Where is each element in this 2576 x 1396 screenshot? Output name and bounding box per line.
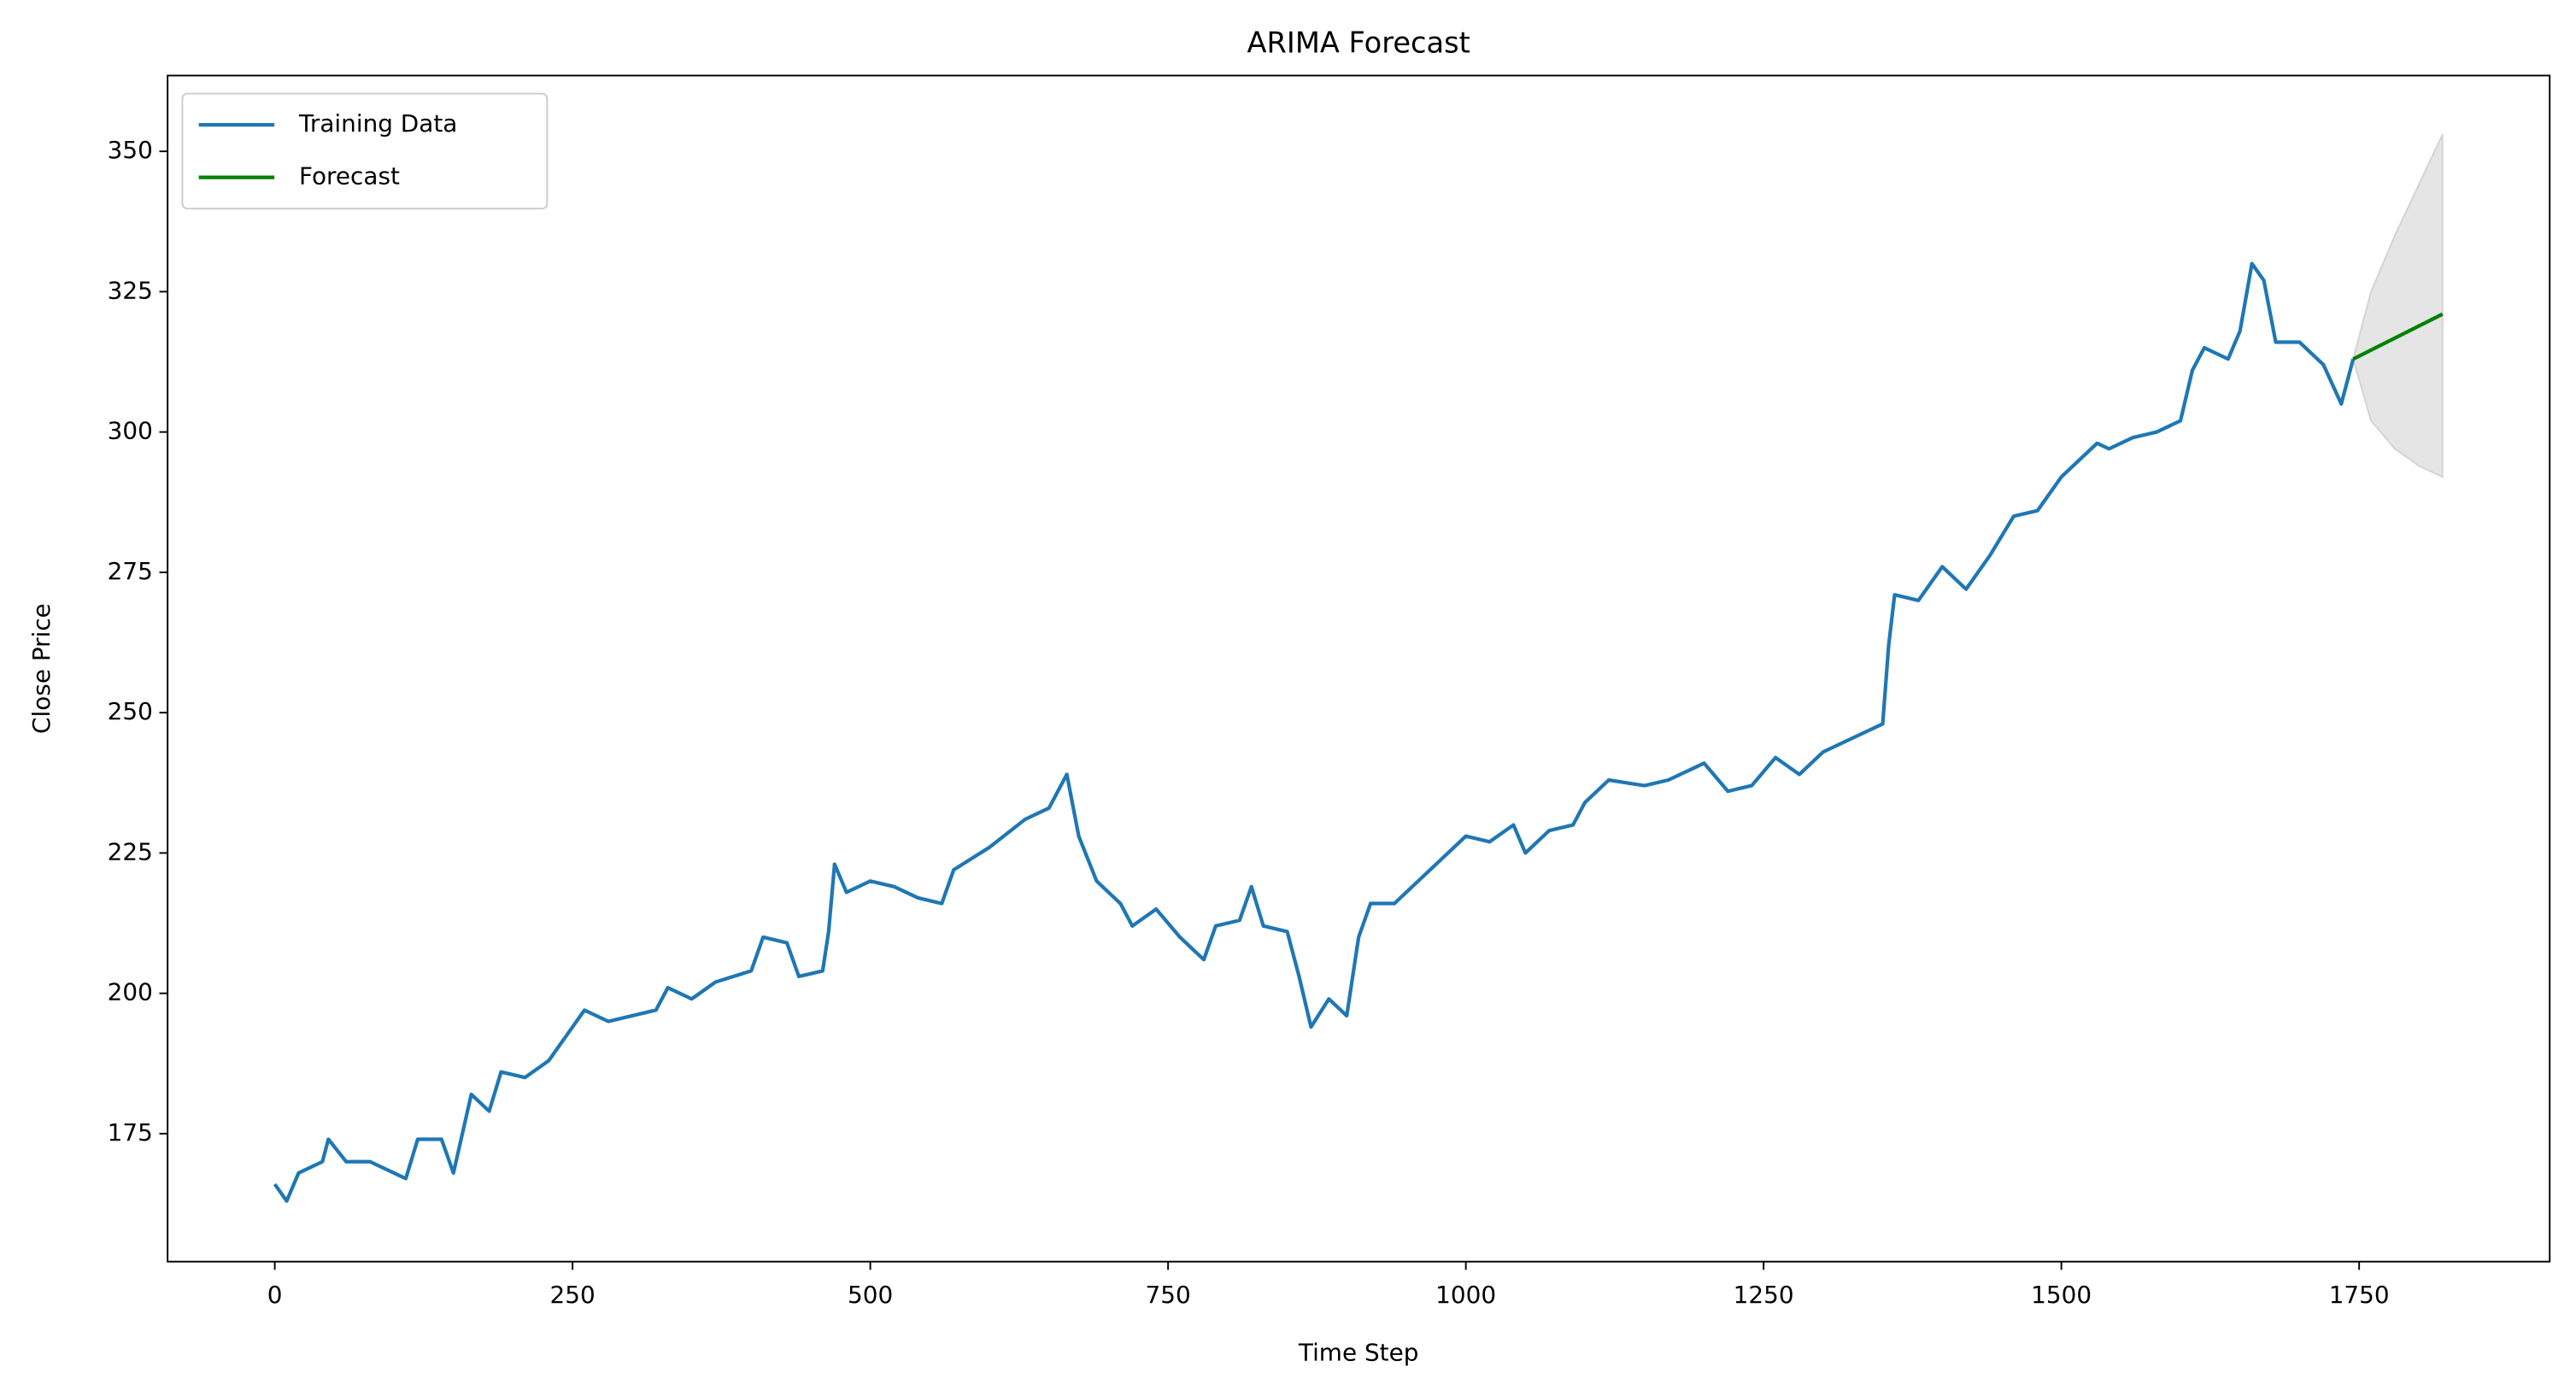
y-tick-label: 200 [108,978,153,1006]
legend-label: Training Data [298,109,457,138]
x-tick-label: 500 [848,1281,893,1309]
x-tick-label: 250 [550,1281,596,1309]
x-tick-label: 1750 [2329,1281,2390,1309]
y-tick-label: 300 [108,417,153,445]
y-tick-label: 175 [108,1118,153,1147]
series-line [2352,312,2444,361]
legend-label: Forecast [299,162,400,191]
x-tick-label: 1250 [1734,1281,1794,1309]
x-tick-label: 750 [1146,1281,1191,1309]
x-tick-label: 1000 [1435,1281,1496,1309]
chart-title: ARIMA Forecast [1247,26,1470,59]
confidence-band [2352,134,2444,478]
y-tick-label: 325 [108,276,153,304]
x-tick-label: 0 [267,1281,283,1309]
y-axis-label: Close Price [27,603,56,734]
plot-frame [167,74,2551,1263]
y-tick-label: 350 [108,136,153,164]
y-tick-label: 225 [108,837,153,865]
x-axis-label: Time Step [1298,1338,1419,1366]
y-tick-label: 250 [108,697,153,725]
series-line [273,261,2356,1203]
legend-box [181,92,549,210]
x-tick-label: 1500 [2031,1281,2092,1309]
y-tick-label: 275 [108,557,153,585]
